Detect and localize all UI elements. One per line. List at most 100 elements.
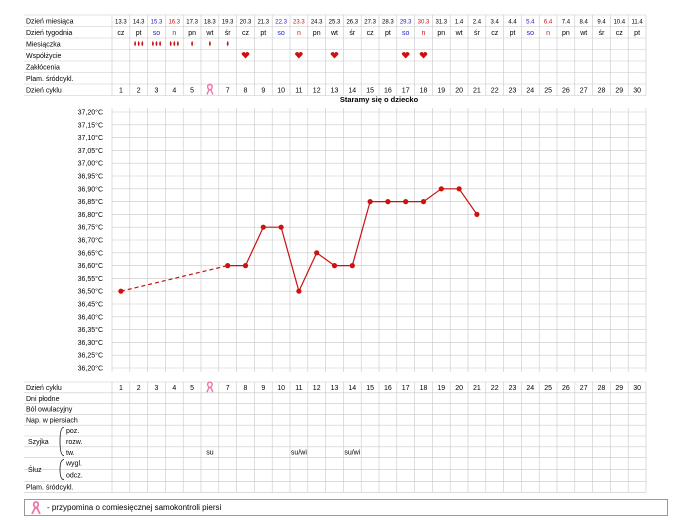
y-tick-label: 36,95°C (78, 173, 103, 181)
date-cell: 27.3 (364, 20, 376, 26)
bottom-cycle-day-cell: 20 (455, 385, 463, 392)
date-cell: 29.3 (400, 20, 412, 26)
cycle-day-cell: 5 (190, 88, 194, 95)
pink-ribbon-icon (31, 500, 41, 514)
temperature-point (456, 186, 462, 192)
y-tick-label: 36,25°C (78, 352, 103, 360)
date-cell: 3.4 (491, 20, 500, 26)
temperature-segment (120, 265, 228, 292)
weekday-cell: śr (474, 30, 481, 37)
date-cell: 13.3 (115, 20, 127, 26)
date-cell: 19.3 (222, 20, 234, 26)
date-cell: 18.3 (204, 20, 216, 26)
y-tick-label: 36,70°C (78, 237, 103, 245)
bottom-cycle-day-cell: 5 (190, 385, 194, 392)
bottom-row-label: Dni płodne (26, 396, 60, 403)
szyjka-brace (59, 426, 65, 456)
date-cell: 22.3 (275, 20, 287, 26)
temperature-segment (298, 252, 318, 292)
weekday-cell: cz (367, 30, 375, 37)
bottom-cycle-day-cell: 2 (137, 385, 141, 392)
temperature-segment (280, 227, 300, 292)
cycle-day-cell: 4 (172, 88, 176, 95)
bottom-row-label: Ból owulacyjny (26, 407, 73, 414)
weekday-cell: cz (242, 30, 250, 37)
top-row-label: Współżycie (26, 53, 62, 60)
y-tick-label: 37,10°C (78, 134, 103, 142)
szyjka-label: Szyjka (28, 439, 49, 446)
cycle-day-cell: 2 (137, 88, 141, 95)
y-tick-label: 36,45°C (78, 301, 103, 309)
heart-icon (401, 52, 410, 59)
heart-icon (419, 52, 428, 59)
blood-drop-icon (226, 40, 229, 47)
y-tick-label: 36,20°C (78, 365, 103, 373)
blood-drop-icon (137, 40, 140, 47)
date-cell: 9.4 (597, 20, 606, 26)
pink-ribbon-icon (206, 83, 213, 91)
cycle-day-cell: 22 (491, 88, 499, 95)
y-tick-label: 36,55°C (78, 275, 103, 283)
cycle-day-cell: 18 (420, 88, 428, 95)
cycle-day-cell: 30 (633, 88, 641, 95)
bottom-row-label: Dzień cyklu (26, 385, 62, 392)
temperature-point (242, 263, 249, 269)
weekday-cell: n (172, 30, 176, 37)
sluz-label: Śluz (28, 465, 42, 474)
weekday-cell: śr (225, 30, 232, 37)
cycle-day-cell: 19 (437, 88, 445, 95)
weekday-cell: wt (330, 30, 338, 37)
blood-drop-icon (155, 40, 158, 47)
bottom-cycle-day-cell: 14 (348, 385, 356, 392)
temperature-point (349, 263, 355, 269)
blood-drop-icon (173, 40, 176, 47)
cycle-day-cell: 25 (544, 88, 552, 95)
bottom-cycle-day-cell: 8 (244, 385, 248, 392)
date-cell: 17.3 (186, 20, 198, 26)
date-cell: 21.3 (257, 20, 269, 26)
date-cell: 26.3 (346, 20, 358, 26)
cycle-day-cell: 1 (119, 88, 123, 95)
bottom-cycle-day-cell: 26 (562, 385, 570, 392)
weekday-cell: śr (599, 30, 606, 37)
blood-drop-icon (209, 40, 211, 47)
blood-drop-icon (134, 40, 136, 47)
sluz-sub-label: odcz. (66, 473, 83, 480)
cycle-day-cell: 13 (331, 88, 339, 95)
weekday-cell: cz (491, 30, 499, 37)
date-cell: 25.3 (329, 20, 341, 26)
sluz-sub-label: wygl. (65, 461, 82, 468)
date-cell: 23.3 (293, 20, 305, 26)
date-cell: 7.4 (562, 20, 571, 26)
weekday-cell: n (546, 30, 550, 37)
section-title: Staramy się o dziecko (340, 95, 419, 104)
bottom-cycle-day-cell: 21 (473, 385, 481, 392)
temperature-point (438, 186, 444, 192)
date-cell: 10.4 (613, 20, 625, 26)
temperature-point (403, 199, 409, 205)
bottom-cycle-day-cell: 9 (261, 385, 265, 392)
date-cell: 28.3 (382, 20, 394, 26)
bottom-cycle-day-cell: 1 (119, 385, 123, 392)
date-cell: 2.4 (473, 20, 482, 26)
cycle-day-cell: 20 (455, 88, 463, 95)
date-cell: 6.4 (544, 20, 553, 26)
mucus-note: su/wi (291, 450, 307, 457)
weekday-cell: n (297, 30, 301, 37)
temperature-segment (423, 188, 442, 203)
date-cell: 16.3 (168, 20, 180, 26)
top-row-label: Zakłócenia (26, 65, 60, 72)
cycle-day-cell: 28 (598, 88, 606, 95)
heart-icon (330, 52, 339, 59)
cycle-day-cell: 3 (155, 88, 159, 95)
weekday-cell: pt (260, 30, 266, 37)
cycle-day-cell: 24 (526, 88, 534, 95)
pink-ribbon-icon (206, 89, 214, 95)
bottom-cycle-day-cell: 22 (491, 385, 499, 392)
cycle-day-cell: 17 (402, 88, 410, 95)
weekday-cell: n (422, 30, 426, 37)
weekday-cell: wt (205, 30, 213, 37)
szyjka-sub-label: poz. (66, 428, 79, 435)
cycle-day-cell: 10 (277, 88, 285, 95)
weekday-cell: pt (136, 30, 142, 37)
